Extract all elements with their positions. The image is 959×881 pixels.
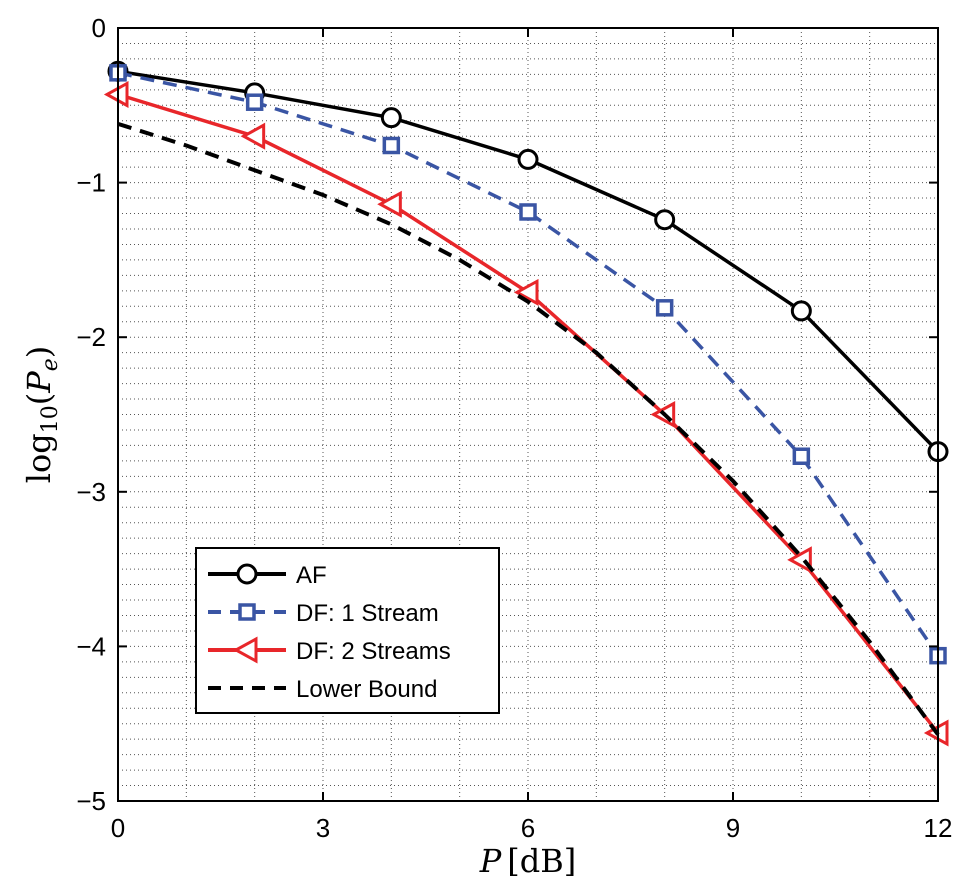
data-point — [517, 148, 539, 170]
x-axis-label: P [dB] — [479, 842, 577, 880]
data-point — [240, 122, 266, 150]
legend-label: AF — [296, 562, 327, 589]
legend-item: DF: 2 Streams — [208, 636, 451, 665]
y-axis-label: log10(Pe) — [20, 346, 63, 484]
series-df-1-stream — [109, 64, 947, 665]
legend-marker — [232, 636, 258, 664]
data-point — [513, 278, 539, 306]
x-tick-label: 9 — [726, 813, 740, 843]
data-point — [654, 209, 676, 231]
y-tick-label: −2 — [76, 322, 106, 352]
legend-item: AF — [208, 562, 327, 589]
y-tick-label: 0 — [92, 13, 106, 43]
series-lower-bound — [117, 121, 940, 736]
x-tick-label: 6 — [521, 813, 535, 843]
legend-marker — [238, 603, 256, 621]
x-tick-label: 3 — [316, 813, 330, 843]
data-point — [245, 93, 264, 111]
legend-label: DF: 1 Stream — [296, 600, 439, 627]
data-point — [382, 136, 401, 155]
y-tick-label: −5 — [76, 786, 106, 816]
data-point — [790, 300, 812, 322]
legend-label: DF: 2 Streams — [296, 638, 451, 665]
data-point — [519, 203, 537, 221]
legend-item: DF: 1 Stream — [208, 600, 439, 627]
data-point — [655, 299, 674, 317]
legend-marker — [236, 563, 258, 585]
series-line — [117, 121, 940, 736]
data-point — [380, 107, 402, 129]
axis-ticks: 0 3 6 9 12 0 −1 −2 −3 −4 −5 — [76, 13, 952, 843]
data-point — [377, 190, 402, 218]
legend-label: Lower Bound — [296, 676, 437, 703]
x-tick-label: 0 — [111, 813, 125, 843]
legend: AF DF: 1 Stream DF: 2 Streams Lower Bound — [195, 547, 500, 714]
y-tick-label: −1 — [76, 168, 106, 198]
y-tick-label: −3 — [76, 477, 106, 507]
series-layer — [103, 60, 949, 747]
data-point — [792, 447, 811, 465]
x-tick-label: 12 — [924, 813, 953, 843]
y-tick-label: −4 — [76, 631, 106, 661]
legend-item: Lower Bound — [208, 676, 437, 703]
data-point — [787, 546, 812, 574]
